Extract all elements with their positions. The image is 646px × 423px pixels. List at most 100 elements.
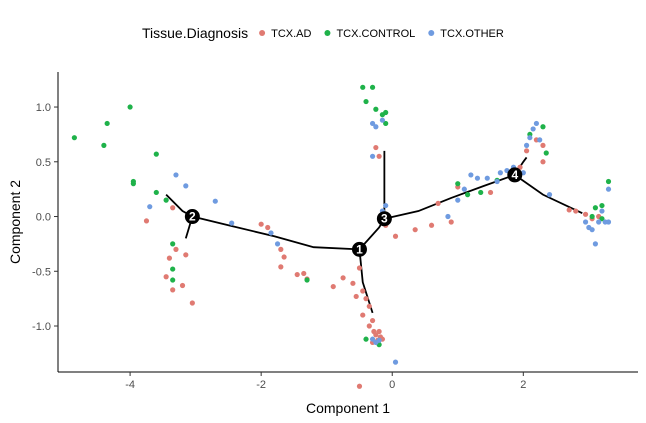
point-0-50 (573, 208, 579, 214)
point-1-32 (589, 213, 595, 220)
point-0-14 (278, 264, 284, 270)
point-0-12 (278, 246, 284, 252)
y-axis-ticks: -1.0 -0.5 0.0 0.5 1.0 (32, 102, 58, 333)
data-points (71, 84, 612, 389)
point-1-30 (599, 202, 605, 209)
point-0-1 (170, 205, 176, 211)
point-1-3 (127, 104, 133, 110)
point-1-22 (455, 181, 461, 187)
legend-label-0: TCX.AD (271, 28, 311, 40)
point-2-1 (183, 183, 189, 189)
point-2-8 (373, 124, 379, 130)
plot-area: 1 2 3 4 (71, 84, 612, 389)
trajectory-node-1: 1 (351, 241, 367, 257)
point-2-16 (392, 359, 399, 365)
node-label-1: 1 (356, 242, 363, 256)
point-0-48 (540, 159, 546, 165)
point-1-29 (592, 205, 599, 211)
point-1-15 (363, 98, 369, 105)
point-0-42 (435, 200, 441, 206)
point-1-31 (605, 178, 612, 185)
point-0-39 (412, 227, 418, 233)
point-2-33 (546, 192, 553, 198)
node-marker-3 (376, 211, 392, 227)
legend-label-2: TCX.OTHER (440, 28, 504, 40)
point-0-21 (353, 293, 359, 300)
point-2-20 (468, 172, 474, 178)
trajectory-node-3: 3 (376, 211, 392, 227)
point-2-19 (461, 186, 467, 192)
point-2-24 (497, 170, 503, 176)
y-tick-label-0: -1.0 (32, 321, 51, 333)
point-1-5 (130, 181, 136, 187)
point-2-27 (523, 142, 530, 148)
x-axis-title: Component 1 (306, 400, 390, 416)
point-2-9 (379, 117, 386, 123)
point-1-18 (383, 109, 389, 116)
y-tick-label-4: 1.0 (36, 102, 51, 114)
point-2-14 (369, 336, 376, 342)
point-1-33 (599, 216, 605, 222)
point-2-6 (274, 241, 281, 247)
point-1-7 (153, 151, 159, 157)
point-1-8 (163, 197, 169, 203)
y-tick-label-2: 0.0 (36, 212, 51, 224)
point-0-23 (360, 288, 366, 294)
trajectory-segment-7 (514, 174, 583, 215)
point-0-10 (258, 221, 264, 227)
point-0-36 (373, 144, 379, 151)
node-marker-1 (351, 241, 367, 257)
point-0-6 (189, 300, 195, 306)
point-2-37 (592, 241, 599, 247)
point-2-17 (445, 213, 451, 220)
point-2-36 (589, 227, 595, 233)
trajectory-node-2: 2 (184, 209, 200, 225)
point-0-18 (330, 283, 336, 290)
point-0-51 (582, 211, 589, 217)
legend-label-1: TCX.CONTROL (336, 28, 415, 40)
point-2-23 (494, 178, 500, 185)
trajectory-segment-2 (192, 215, 360, 251)
point-1-24 (478, 189, 484, 196)
point-0-26 (360, 312, 366, 318)
node-marker-2 (184, 209, 200, 225)
point-2-41 (605, 186, 612, 192)
point-1-9 (170, 266, 176, 272)
point-0-5 (179, 282, 186, 289)
point-0-19 (340, 275, 346, 281)
node-label-4: 4 (511, 168, 518, 182)
point-1-14 (369, 84, 376, 90)
x-tick-label-2: 0 (389, 379, 395, 391)
point-0-4 (170, 287, 176, 293)
point-0-25 (366, 303, 372, 309)
trajectory-segment-6 (384, 174, 516, 220)
y-axis-title: Component 2 (7, 180, 23, 264)
legend-key-1 (324, 30, 331, 36)
point-0-28 (366, 323, 372, 329)
point-0-0 (143, 218, 150, 224)
point-2-15 (376, 337, 382, 343)
legend-title: Tissue.Diagnosis (142, 25, 248, 41)
point-0-3 (183, 252, 189, 258)
point-1-19 (383, 120, 389, 127)
point-2-21 (474, 175, 481, 181)
point-0-49 (566, 207, 572, 213)
trajectory-nodes: 1 2 3 4 (184, 167, 523, 257)
point-2-3 (212, 198, 218, 204)
y-tick-label-3: 0.5 (36, 157, 51, 169)
point-0-41 (448, 219, 454, 225)
point-0-45 (523, 148, 530, 154)
point-1-28 (543, 150, 549, 156)
point-2-18 (455, 197, 461, 203)
point-2-38 (596, 219, 602, 225)
point-2-39 (599, 208, 605, 214)
point-0-56 (356, 383, 363, 389)
point-0-16 (301, 270, 307, 277)
trajectory-segment-3 (358, 249, 374, 314)
point-2-11 (383, 202, 389, 209)
legend: Tissue.Diagnosis TCX.AD TCX.CONTROL TCX.OT… (142, 25, 504, 41)
node-label-2: 2 (189, 210, 196, 224)
point-0-40 (428, 222, 435, 228)
point-0-27 (369, 317, 376, 324)
